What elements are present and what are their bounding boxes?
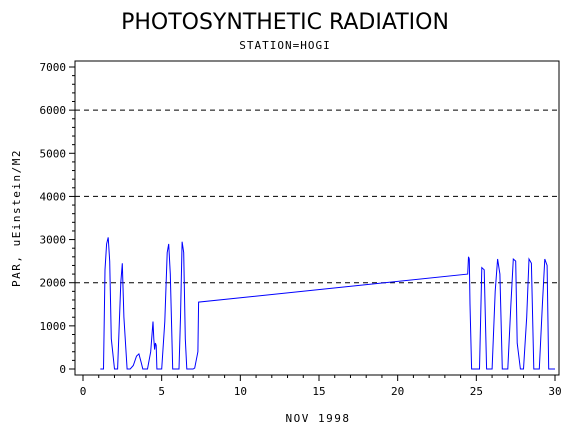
y-tick-label: 3000 [40, 234, 67, 247]
y-tick-label: 6000 [40, 104, 67, 117]
y-axis: 0 1000 2000 3000 4000 5000 6000 7000 [40, 61, 75, 376]
x-tick-label: 10 [234, 385, 247, 398]
y-tick-label: 1000 [40, 320, 67, 333]
x-tick-label: 5 [158, 385, 165, 398]
series-line-0 [100, 237, 555, 370]
chart-title: PHOTOSYNTHETIC RADIATION [121, 10, 449, 35]
x-tick-label: 20 [391, 385, 404, 398]
y-tick-label: 4000 [40, 190, 67, 203]
x-tick-label: 25 [470, 385, 483, 398]
x-tick-label: 0 [80, 385, 87, 398]
plot-frame [74, 60, 560, 376]
x-tick-label: 15 [312, 385, 325, 398]
y-tick-label: 5000 [40, 147, 67, 160]
reference-lines [75, 109, 559, 284]
data-series [100, 237, 555, 370]
y-axis-label: PAR, uEinstein/M2 [10, 149, 23, 287]
x-axis: 0 5 10 15 20 25 30 [80, 375, 562, 398]
y-tick-label: 2000 [40, 277, 67, 290]
y-tick-label: 7000 [40, 61, 67, 74]
x-axis-label: NOV 1998 [286, 412, 351, 425]
x-tick-label: 30 [548, 385, 561, 398]
y-tick-label: 0 [59, 363, 66, 376]
chart-subtitle: STATION=HOGI [239, 39, 330, 52]
